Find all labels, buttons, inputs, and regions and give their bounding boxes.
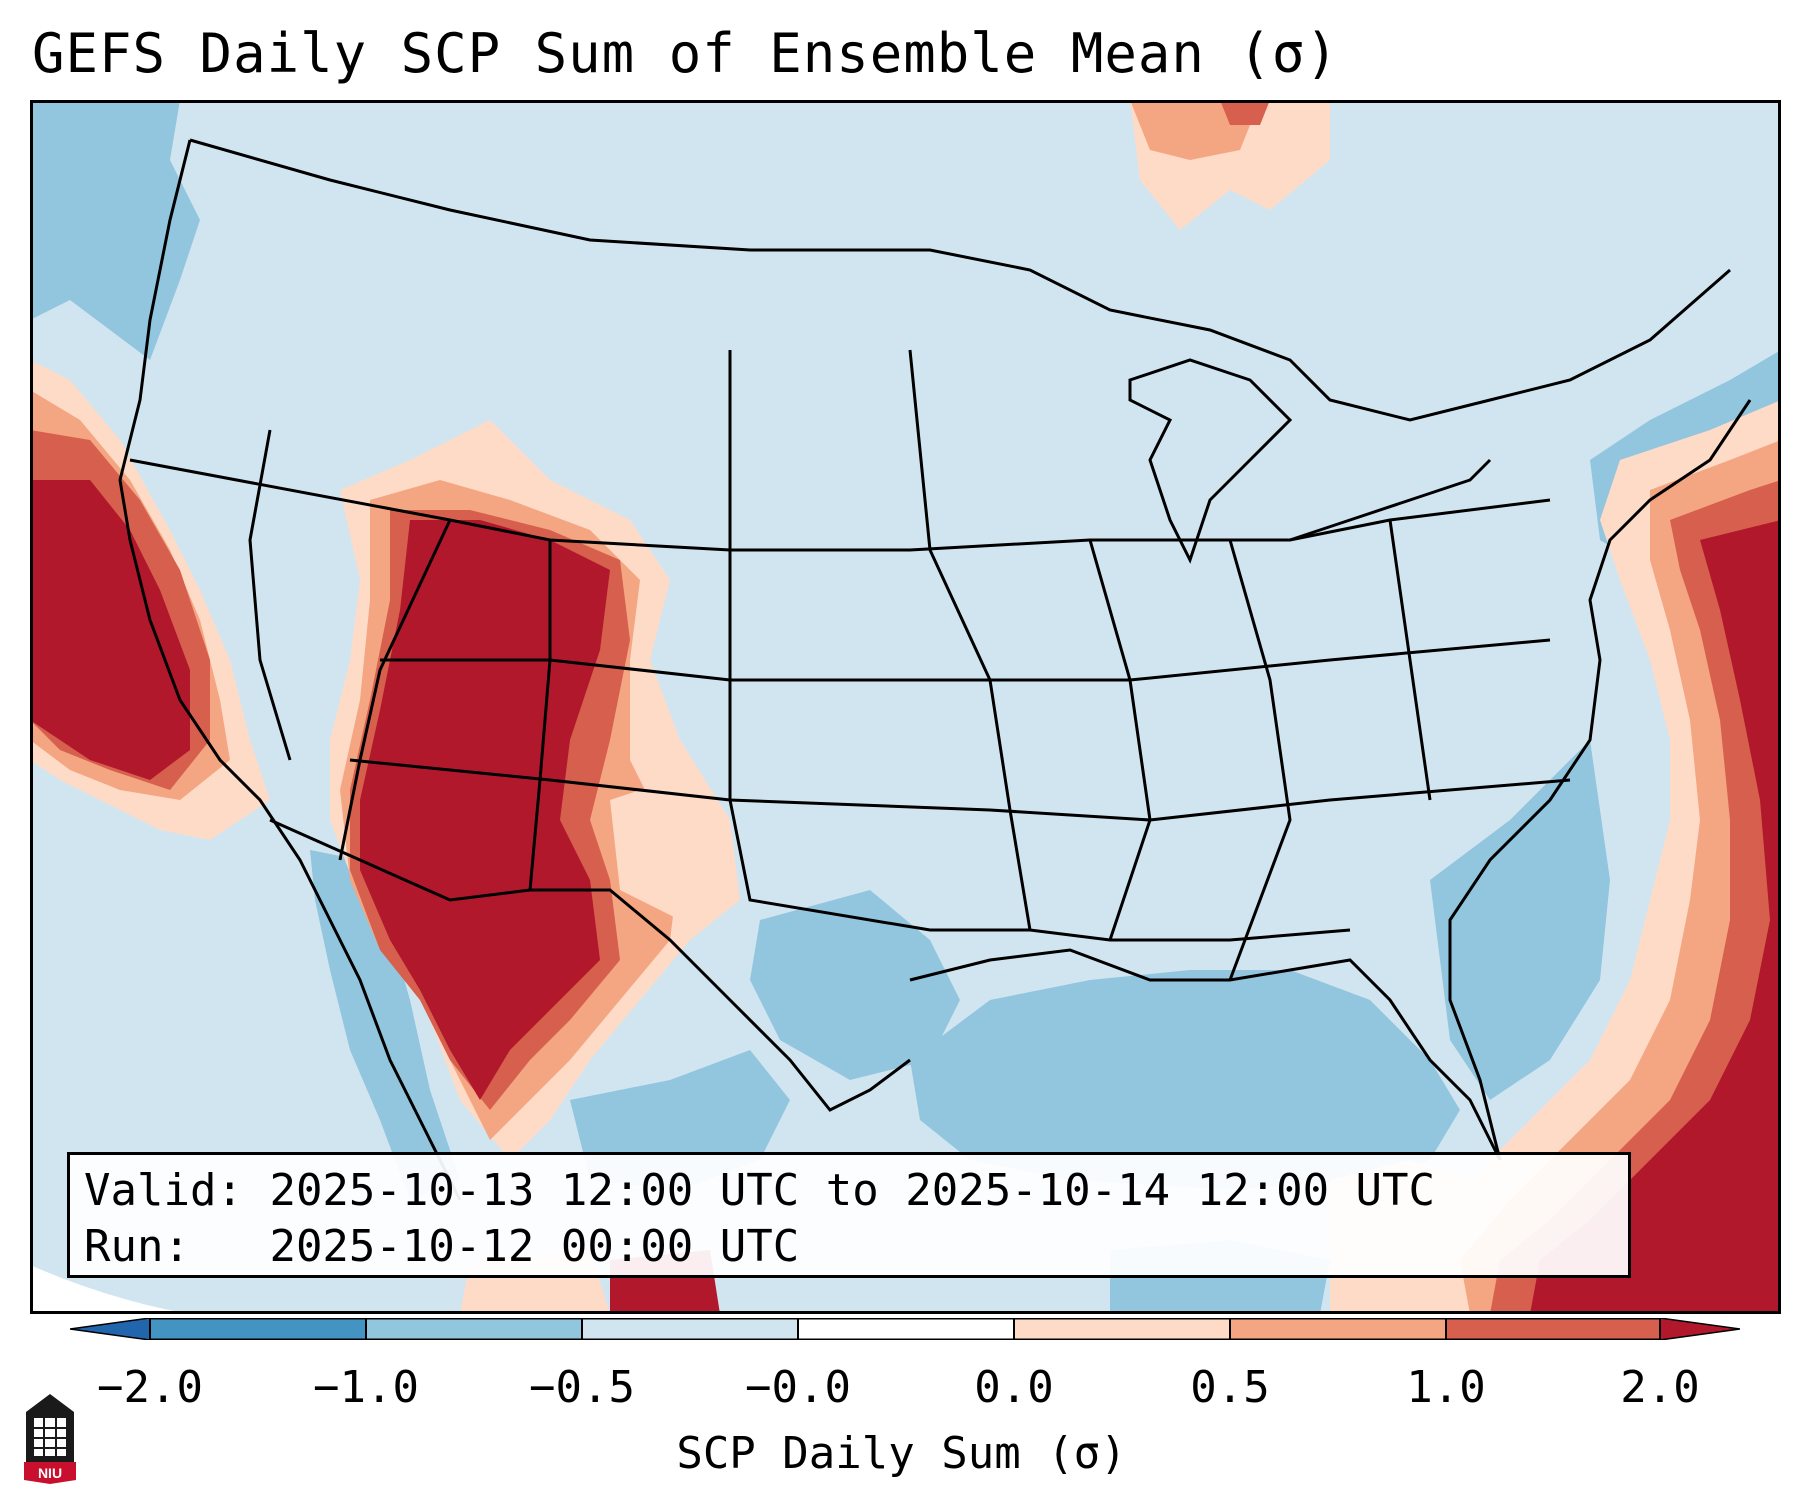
- state-lines-horizontal-1: [129, 458, 1551, 552]
- canada-us-border: [189, 138, 1731, 422]
- colorbar-extend-high: [1659, 1318, 1740, 1340]
- colorbar-extend-low: [70, 1318, 151, 1340]
- run-value: 2025-10-12 00:00 UTC: [269, 1221, 800, 1272]
- atlantic-red-region: [1530, 520, 1781, 1314]
- east-coast: [1448, 399, 1752, 1161]
- colorbar: [70, 1318, 1740, 1340]
- map-title: GEFS Daily SCP Sum of Ensemble Mean (σ): [32, 22, 1339, 85]
- mexico-border: [269, 818, 911, 1112]
- state-lines-vertical-4: [908, 349, 1032, 931]
- colorbar-bin-0-05: [1014, 1318, 1230, 1340]
- colorbar-bin-neg2-neg1: [150, 1318, 366, 1340]
- scp-map: [30, 100, 1781, 1314]
- colorbar-tick-6: 1.0: [1406, 1362, 1486, 1413]
- map-frame: [30, 100, 1781, 1314]
- run-label: Run:: [84, 1221, 190, 1272]
- state-lines-vertical-5: [1088, 539, 1152, 941]
- southwest-peach-pocket: [610, 780, 730, 920]
- colorbar-tick-2: −0.5: [529, 1362, 635, 1413]
- colorbar-tick-1: −1.0: [313, 1362, 419, 1413]
- niu-logo: NIU: [24, 1394, 76, 1484]
- canada-red-region: [1220, 100, 1270, 125]
- gulf-coast: [909, 948, 1502, 1161]
- colorbar-tick-4: 0.0: [974, 1362, 1054, 1413]
- state-lines-horizontal-3: [349, 758, 1571, 822]
- california-red-region: [30, 480, 190, 780]
- state-lines-vertical-6: [1228, 539, 1292, 981]
- state-lines-vertical-8: [248, 429, 292, 761]
- colorbar-bin-05-1: [1230, 1318, 1446, 1340]
- colorbar-tick-3: −0.0: [745, 1362, 851, 1413]
- boundaries: [118, 138, 1752, 1201]
- baja-blue-region: [310, 850, 460, 1200]
- state-lines-vertical-1: [338, 519, 452, 861]
- gulf-blue-region: [910, 970, 1460, 1190]
- colorbar-tick-0: −2.0: [97, 1362, 203, 1413]
- colorbar-bin-zero: [798, 1318, 1014, 1340]
- texas-blue-region: [750, 890, 960, 1080]
- logo-text: NIU: [38, 1465, 62, 1481]
- atlantic-blue-region: [1430, 740, 1610, 1100]
- colorbar-bin-neg1-neg05: [366, 1318, 582, 1340]
- colorbar-bin-1-2: [1446, 1318, 1660, 1340]
- great-lakes: [1128, 358, 1293, 564]
- southwest-red-region: [360, 520, 610, 1100]
- pacific-blue-region: [30, 100, 200, 360]
- valid-run-info-box: Valid: 2025-10-13 12:00 UTC to 2025-10-1…: [67, 1152, 1631, 1278]
- lake-erie-ontario: [1289, 458, 1492, 542]
- state-lines-vertical-2: [528, 540, 552, 891]
- valid-label: Valid:: [84, 1165, 243, 1216]
- projection-edge: [30, 1265, 190, 1314]
- west-coast: [118, 139, 462, 1201]
- colorbar-tick-7: 2.0: [1620, 1362, 1700, 1413]
- colorbar-bin-neg05-0: [582, 1318, 798, 1340]
- colorbar-tick-5: 0.5: [1190, 1362, 1270, 1413]
- state-lines-vertical-7: [1388, 519, 1432, 801]
- valid-value: 2025-10-13 12:00 UTC to 2025-10-14 12:00…: [269, 1165, 1436, 1216]
- colorbar-label: SCP Daily Sum (σ): [676, 1428, 1127, 1479]
